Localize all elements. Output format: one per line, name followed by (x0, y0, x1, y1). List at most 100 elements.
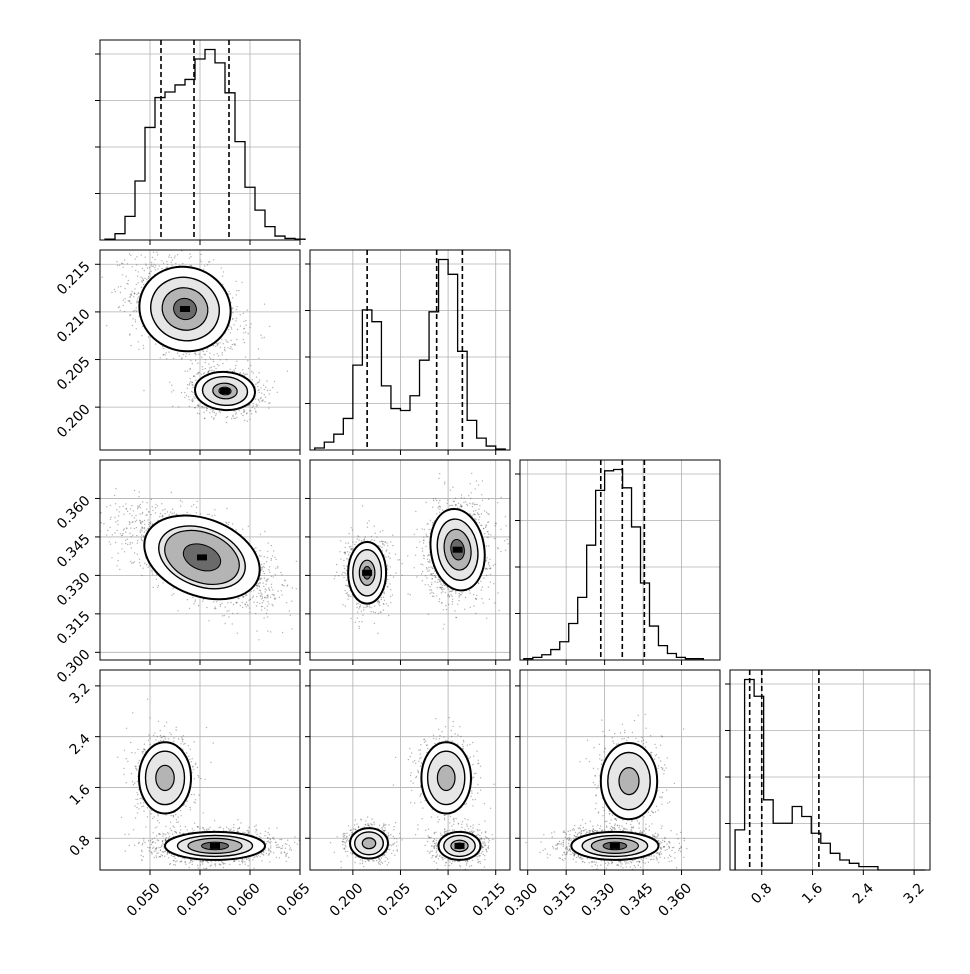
sample-point (271, 587, 272, 588)
sample-point (127, 511, 128, 512)
sample-point (202, 601, 203, 602)
sample-point (272, 589, 273, 590)
sample-point (147, 567, 148, 568)
sample-point (191, 265, 192, 266)
sample-point (185, 353, 186, 354)
sample-point (173, 390, 174, 391)
sample-point (143, 284, 144, 285)
sample-point (211, 515, 212, 516)
sample-point (129, 544, 130, 545)
sample-point (225, 339, 226, 340)
sample-point (272, 605, 273, 606)
sample-point (130, 561, 131, 562)
sample-point (144, 524, 145, 525)
sample-point (129, 524, 130, 525)
sample-point (218, 355, 219, 356)
sample-point (166, 358, 167, 359)
sample-point (247, 310, 248, 311)
sample-point (195, 354, 196, 355)
sample-point (247, 373, 248, 374)
sample-point (258, 372, 259, 373)
sample-point (240, 605, 241, 606)
sample-point (236, 281, 237, 282)
sample-point (150, 514, 151, 515)
sample-point (201, 406, 202, 407)
sample-point (235, 418, 236, 419)
sample-point (266, 613, 267, 614)
sample-point (207, 372, 208, 373)
sample-point (213, 354, 214, 355)
sample-point (148, 524, 149, 525)
sample-point (264, 337, 265, 338)
sample-point (117, 553, 118, 554)
sample-point (182, 357, 183, 358)
sample-point (151, 262, 152, 263)
sample-point (252, 597, 253, 598)
panel-frame (310, 250, 510, 450)
sample-point (172, 588, 173, 589)
sample-point (148, 519, 149, 520)
sample-point (275, 568, 276, 569)
sample-point (189, 384, 190, 385)
sample-point (271, 584, 272, 585)
sample-point (161, 268, 162, 269)
sample-point (266, 561, 267, 562)
sample-point (261, 564, 262, 565)
sample-point (153, 587, 154, 588)
sample-point (239, 410, 240, 411)
sample-point (120, 286, 121, 287)
sample-point (142, 268, 143, 269)
sample-point (130, 345, 131, 346)
sample-point (228, 522, 229, 523)
sample-point (109, 541, 110, 542)
sample-point (267, 616, 268, 617)
sample-point (148, 511, 149, 512)
sample-point (227, 602, 228, 603)
sample-point (189, 253, 190, 254)
sample-point (209, 367, 210, 368)
sample-point (232, 623, 233, 624)
sample-point (213, 366, 214, 367)
sample-point (114, 532, 115, 533)
sample-point (263, 566, 264, 567)
sample-point (153, 264, 154, 265)
histogram-panel-2 (515, 460, 720, 665)
sample-point (142, 568, 143, 569)
sample-point (271, 560, 272, 561)
sample-point (189, 354, 190, 355)
sample-point (211, 416, 212, 417)
sample-point (192, 398, 193, 399)
sample-point (272, 555, 273, 556)
sample-point (194, 397, 195, 398)
sample-point (135, 258, 136, 259)
sample-point (247, 360, 248, 361)
sample-point (232, 344, 233, 345)
sample-point (275, 574, 276, 575)
sample-point (194, 353, 195, 354)
sample-point (146, 265, 147, 266)
sample-point (160, 357, 161, 358)
sample-point (228, 616, 229, 617)
sample-point (241, 282, 242, 283)
sample-point (206, 351, 207, 352)
sample-point (237, 613, 238, 614)
sample-point (258, 390, 259, 391)
sample-point (264, 401, 265, 402)
density-peak (180, 306, 190, 312)
sample-point (144, 562, 145, 563)
sample-point (136, 310, 137, 311)
sample-point (162, 509, 163, 510)
sample-point (136, 328, 137, 329)
sample-point (236, 318, 237, 319)
sample-point (148, 276, 149, 277)
sample-point (141, 254, 142, 255)
sample-point (272, 387, 273, 388)
sample-point (261, 567, 262, 568)
sample-point (249, 410, 250, 411)
sample-point (266, 581, 267, 582)
sample-point (193, 504, 194, 505)
sample-point (156, 579, 157, 580)
sample-point (202, 406, 203, 407)
sample-point (274, 381, 275, 382)
sample-point (141, 527, 142, 528)
